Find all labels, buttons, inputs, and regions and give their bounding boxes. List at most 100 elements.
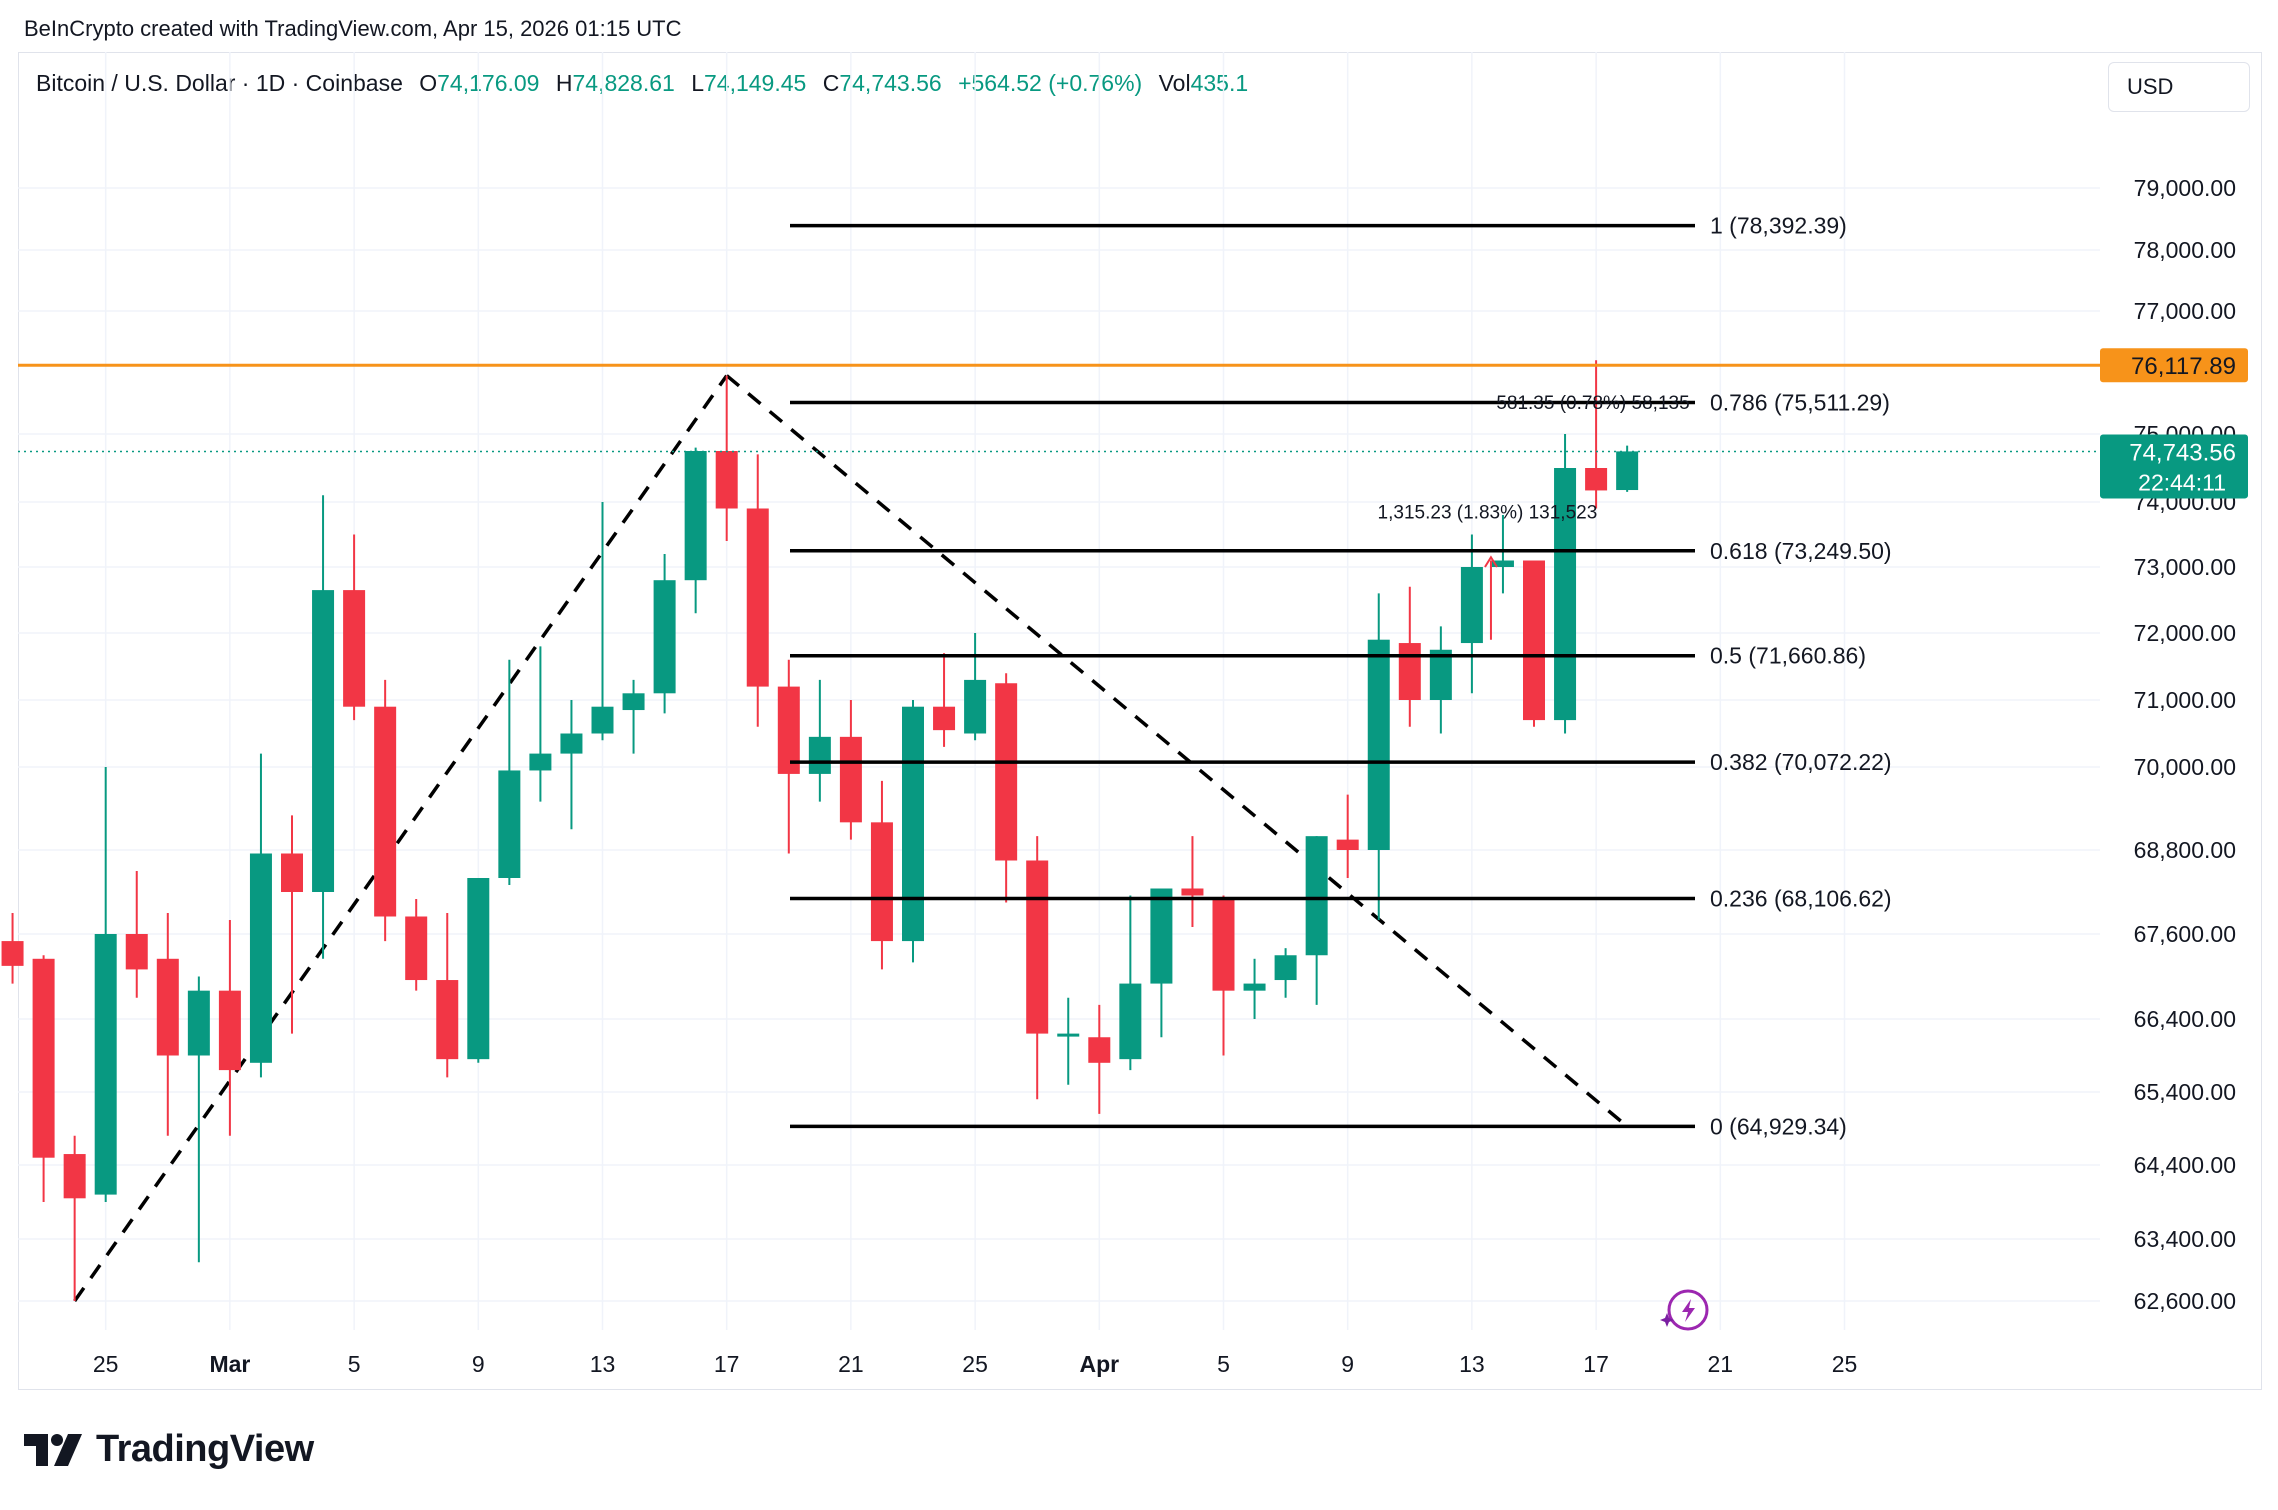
candle-body	[63, 1154, 86, 1199]
candle	[1119, 895, 1142, 1071]
time-tick-label: 25	[93, 1351, 119, 1377]
candle-body	[343, 590, 366, 707]
candle	[94, 767, 117, 1202]
candle	[622, 679, 645, 754]
candle-body	[498, 770, 521, 878]
volume-label: Vol	[1158, 70, 1191, 96]
candle	[870, 780, 893, 970]
tradingview-brand: TradingView	[96, 1428, 314, 1470]
price-tick-label: 62,600.00	[2134, 1288, 2236, 1314]
price-tick-label: 63,400.00	[2134, 1226, 2236, 1252]
high-value: 74,828.61	[572, 70, 675, 96]
candle-body	[560, 733, 583, 754]
candle-body	[1243, 983, 1266, 991]
candle	[591, 502, 614, 741]
candle	[374, 679, 397, 942]
candle	[1181, 836, 1204, 927]
price-chart[interactable]: 1 (78,392.39) 0.786 (75,511.29) 0.618 (73,…	[0, 0, 2278, 1400]
low-value: 74,149.45	[704, 70, 807, 96]
candle	[653, 554, 676, 714]
candle-body	[1, 941, 24, 966]
candle-body	[1523, 560, 1545, 721]
candle-body	[715, 451, 738, 509]
price-tick-label: 65,400.00	[2134, 1079, 2236, 1105]
candle-body	[1150, 888, 1173, 984]
price-tick-label: 77,000.00	[2134, 298, 2236, 324]
fibonacci-retracement[interactable]: 1 (78,392.39) 0.786 (75,511.29) 0.618 (73,…	[18, 213, 2100, 1140]
candle-body	[32, 958, 55, 1158]
candle	[249, 753, 272, 1078]
candle	[684, 447, 707, 614]
candle-body	[436, 980, 459, 1060]
currency-button[interactable]: USD	[2108, 62, 2250, 112]
time-tick-label: 25	[1832, 1351, 1858, 1377]
candle	[1088, 1004, 1111, 1114]
candle	[839, 700, 862, 840]
time-tick-label: 9	[472, 1351, 485, 1377]
candle-body	[995, 683, 1018, 861]
open-label: O	[419, 70, 438, 96]
time-tick-label: Mar	[209, 1351, 250, 1377]
ohlc-legend: Bitcoin / U.S. Dollar · 1D · Coinbase O 7…	[36, 70, 1248, 97]
fib-level-label: 0.786 (75,511.29)	[1710, 390, 1890, 416]
candle-body	[405, 916, 428, 981]
price-axis[interactable]: 79,000.0078,000.0077,000.0075,000.0074,0…	[2134, 175, 2236, 1314]
candle	[125, 871, 148, 998]
candle-body	[1088, 1037, 1111, 1063]
change-value: +564.52 (+0.76%)	[958, 70, 1143, 96]
candle-body	[529, 753, 552, 771]
candle	[1616, 445, 1639, 492]
measure-label: 1,315.23 (1.83%) 131,523	[1378, 503, 1598, 524]
close-value: 74,743.56	[839, 70, 942, 96]
candle-body	[249, 853, 272, 1063]
candle	[746, 454, 769, 727]
candle	[498, 659, 521, 885]
candle-body	[312, 590, 335, 892]
candle	[1523, 560, 1545, 727]
candle-body	[1367, 639, 1390, 850]
last-price-badge	[2100, 434, 2248, 499]
candle	[529, 646, 552, 802]
time-tick-label: Apr	[1079, 1351, 1119, 1377]
candle	[1460, 534, 1483, 694]
trend-lines	[73, 374, 1629, 1303]
fib-level-label: 0.382 (70,072.22)	[1710, 749, 1892, 775]
candle-body	[1026, 860, 1049, 1034]
candle	[1491, 515, 1514, 594]
candle	[1, 913, 24, 984]
candle	[1585, 360, 1608, 509]
fib-level-label: 0.236 (68,106.62)	[1710, 886, 1892, 912]
candle-body	[902, 706, 924, 942]
tradingview-logo[interactable]: TradingView	[24, 1428, 314, 1471]
candle	[560, 700, 583, 830]
resistance-badge-label: 76,117.89	[2131, 353, 2236, 380]
candle-body	[1585, 468, 1608, 491]
price-tick-label: 70,000.00	[2134, 754, 2236, 780]
candle-body	[777, 686, 800, 774]
candle	[405, 899, 428, 991]
time-tick-label: 9	[1341, 1351, 1354, 1377]
symbol-title[interactable]: Bitcoin / U.S. Dollar · 1D · Coinbase	[36, 70, 403, 96]
chart-frame	[18, 52, 2262, 1390]
price-tick-label: 78,000.00	[2134, 237, 2236, 263]
candle-body	[281, 853, 303, 892]
time-axis[interactable]: 2125Mar5913172125Apr5913172125	[0, 1351, 1857, 1377]
candle	[1057, 997, 1080, 1085]
time-tick-label: 21	[838, 1351, 864, 1377]
candle-body	[1616, 451, 1639, 491]
lightning-icon[interactable]	[1660, 1289, 1709, 1331]
candle	[32, 955, 55, 1202]
price-tick-label: 67,600.00	[2134, 921, 2236, 947]
dashed-trend-line	[73, 374, 729, 1303]
candle-body	[1212, 899, 1235, 991]
candle-body	[839, 736, 862, 823]
candle-body	[467, 878, 490, 1060]
candle	[1274, 948, 1297, 998]
measure-labels: 581.35 (0.78%) 58,135 1,315.23 (1.83%) 13…	[1378, 393, 1690, 640]
candle	[902, 700, 924, 963]
last-price-badge-label: 74,743.56	[2129, 439, 2236, 466]
candle	[343, 534, 366, 721]
price-tick-label: 73,000.00	[2134, 554, 2236, 580]
candle-body	[746, 508, 769, 687]
candle-countdown-label: 22:44:11	[2138, 469, 2226, 495]
